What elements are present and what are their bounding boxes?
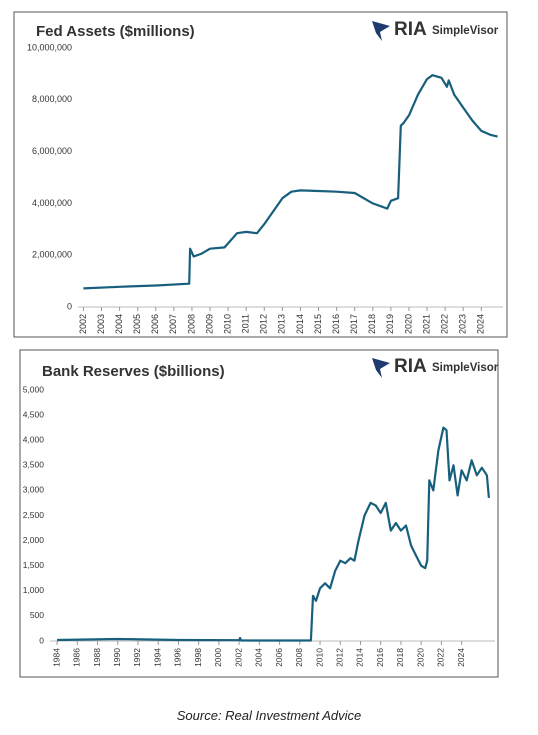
x-tick-label: 2019: [385, 314, 395, 334]
x-tick-label: 1990: [112, 648, 122, 667]
x-tick-label: 2023: [458, 314, 468, 334]
x-tick-label: 2008: [186, 314, 196, 334]
logo-brand: RIA: [394, 356, 427, 377]
x-tick-label: 2010: [222, 314, 232, 334]
x-tick-label: 2020: [403, 314, 413, 334]
chart-frame: [19, 349, 499, 678]
x-tick-label: 2014: [295, 314, 305, 334]
x-tick-label: 1986: [72, 648, 82, 667]
x-tick-label: 1994: [152, 648, 162, 667]
x-tick-label: 1998: [193, 648, 203, 667]
logo-sub: SimpleVisor: [432, 25, 499, 37]
x-tick-label: 2022: [440, 314, 450, 334]
chart-frame: [13, 11, 508, 338]
x-tick-label: 2017: [349, 314, 359, 334]
chart-title: Bank Reserves ($billions): [42, 363, 225, 380]
chart-title: Fed Assets ($millions): [36, 23, 195, 40]
x-tick-label: 2015: [313, 314, 323, 334]
y-tick-label: 4,000,000: [32, 198, 72, 208]
y-tick-label: 1,000: [23, 585, 45, 595]
charts: Fed Assets ($millions) RIA SimpleVisor 0 2,0…: [13, 11, 508, 678]
x-tick-label: 1996: [173, 648, 183, 667]
x-tick-label: 2014: [355, 648, 365, 667]
y-tick-label: 4,500: [23, 409, 45, 419]
x-tick-label: 1984: [51, 648, 61, 667]
y-tick-label: 3,500: [23, 460, 45, 470]
x-tick-label: 2006: [274, 648, 284, 667]
x-tick-label: 2002: [233, 648, 243, 667]
x-tick-label: 2002: [78, 314, 88, 334]
x-tick-label: 2004: [254, 648, 264, 667]
y-tick-label: 2,000: [23, 535, 45, 545]
y-tick-label: 6,000,000: [32, 146, 72, 156]
x-tick-label: 2024: [456, 648, 466, 667]
x-tick-label: 2009: [204, 314, 214, 334]
x-tick-label: 2004: [114, 314, 124, 334]
x-tick-label: 2003: [96, 314, 106, 334]
x-tick-label: 2018: [367, 314, 377, 334]
logo-icon: [372, 358, 390, 378]
x-tick-label: 2016: [331, 314, 341, 334]
x-tick-label: 2010: [314, 648, 324, 667]
y-tick-label: 2,000,000: [32, 250, 72, 260]
x-tick-label: 2012: [259, 314, 269, 334]
x-tick-label: 2020: [415, 648, 425, 667]
x-tick-label: 2021: [421, 314, 431, 334]
y-tick-label: 0: [39, 635, 44, 645]
logo-sub: SimpleVisor: [432, 362, 499, 374]
x-tick-label: 2006: [150, 314, 160, 334]
x-tick-label: 2011: [241, 314, 251, 333]
y-tick-label: 3,000: [23, 485, 45, 495]
x-tick-label: 2008: [294, 648, 304, 667]
x-tick-label: 2024: [476, 314, 486, 334]
y-tick-label: 500: [30, 610, 44, 620]
y-tick-label: 1,500: [23, 560, 45, 570]
x-tick-label: 2007: [168, 314, 178, 334]
x-tick-label: 2016: [375, 648, 385, 667]
y-tick-label: 10,000,000: [27, 42, 72, 52]
y-tick-label: 2,500: [23, 510, 45, 520]
x-tick-label: 2022: [436, 648, 446, 667]
x-tick-label: 2018: [395, 648, 405, 667]
logo-brand: RIA: [394, 19, 427, 40]
y-tick-label: 8,000,000: [32, 94, 72, 104]
logo-icon: [372, 21, 390, 41]
y-tick-label: 5,000: [23, 384, 45, 394]
x-tick-label: 1988: [92, 648, 102, 667]
data-line: [57, 426, 490, 642]
x-tick-label: 2013: [277, 314, 287, 334]
y-tick-label: 4,000: [23, 434, 45, 444]
source-note: Source: Real Investment Advice: [176, 708, 362, 723]
x-tick-label: 1992: [132, 648, 142, 667]
y-tick-label: 0: [67, 301, 72, 311]
x-tick-label: 2005: [132, 314, 142, 334]
x-tick-label: 2000: [213, 648, 223, 667]
x-tick-label: 2012: [335, 648, 345, 667]
data-line: [83, 74, 498, 290]
